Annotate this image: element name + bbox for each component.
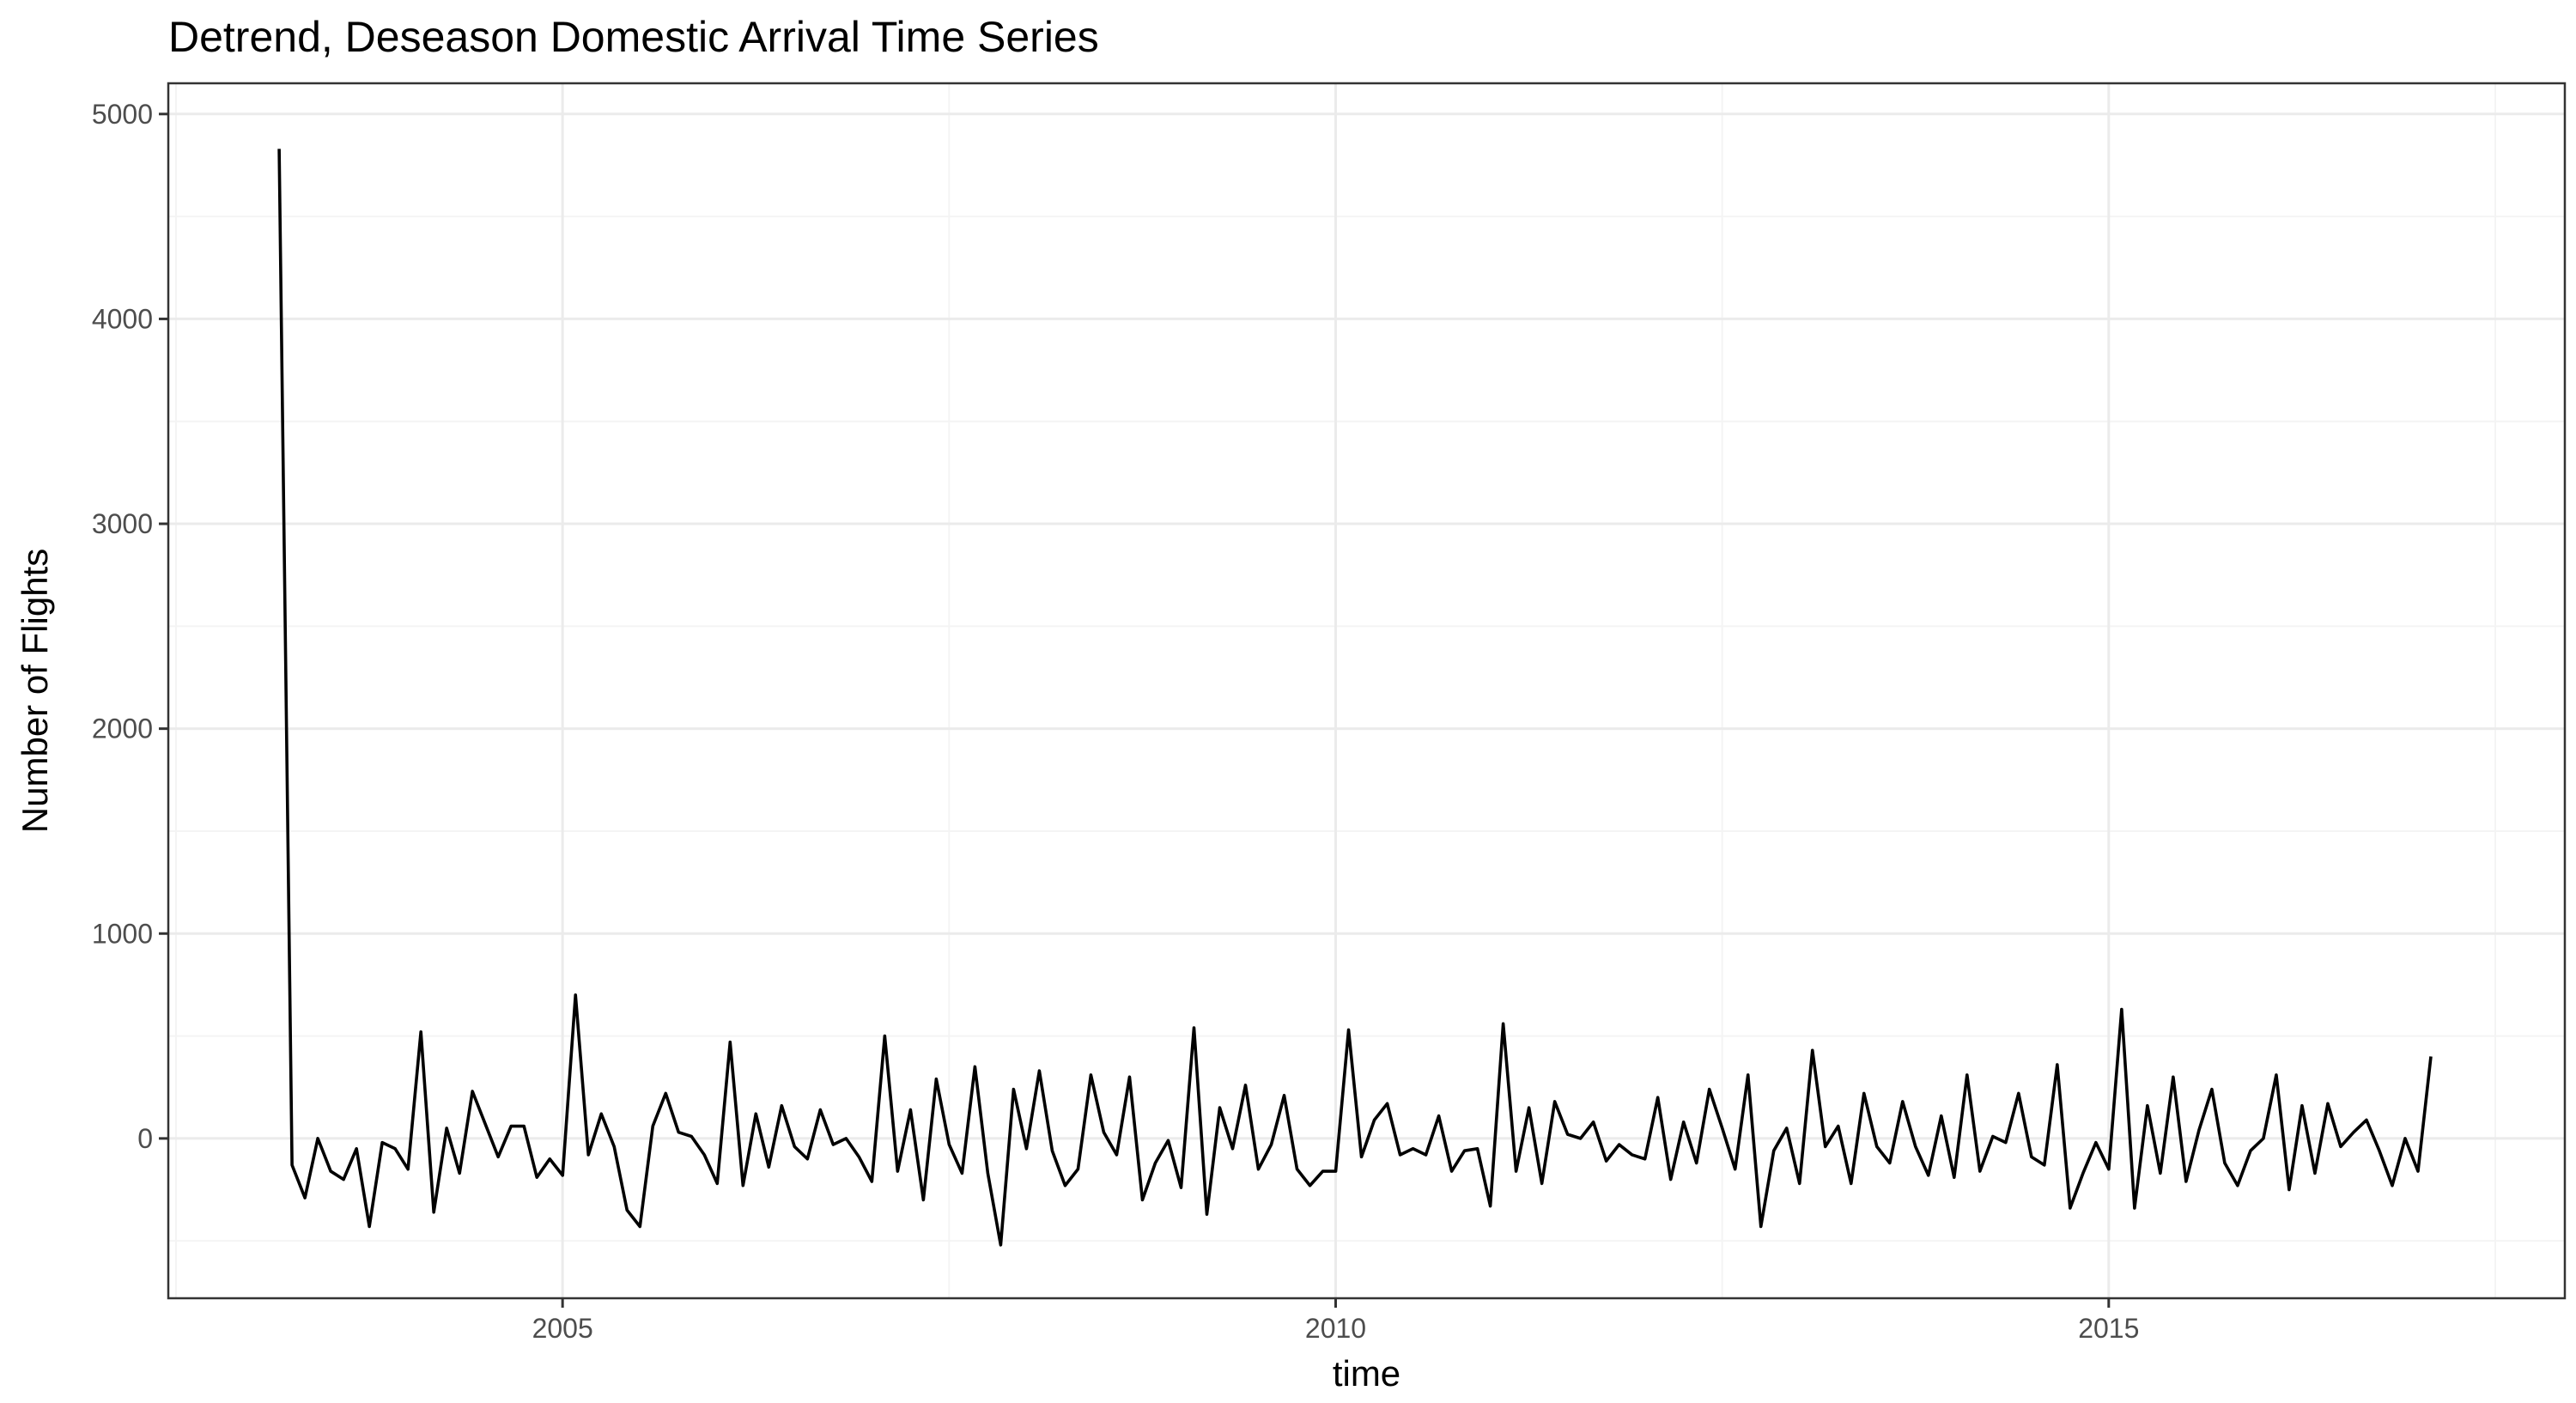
x-tick-label: 2005 xyxy=(532,1313,593,1344)
x-tick-label: 2010 xyxy=(1305,1313,1366,1344)
y-axis-ticks: 0 1000 2000 3000 4000 5000 xyxy=(92,99,168,1154)
y-tick-label: 5000 xyxy=(92,99,153,130)
panel-border xyxy=(167,82,2567,1300)
grid-major-lines xyxy=(168,83,2565,1298)
x-tick-label: 2015 xyxy=(2078,1313,2139,1344)
series-line xyxy=(277,149,2433,1247)
chart-title: Detrend, Deseason Domestic Arrival Time … xyxy=(168,13,1099,61)
y-tick-label: 1000 xyxy=(92,918,153,949)
grid-minor-lines xyxy=(168,83,2565,1298)
y-tick-label: 0 xyxy=(137,1123,153,1154)
x-axis-title: time xyxy=(1333,1353,1400,1394)
y-tick-label: 2000 xyxy=(92,714,153,744)
y-tick-label: 4000 xyxy=(92,303,153,334)
y-axis-title: Number of Flights xyxy=(15,549,55,833)
y-tick-label: 3000 xyxy=(92,508,153,539)
x-axis-ticks: 2005 2010 2015 xyxy=(532,1298,2139,1344)
